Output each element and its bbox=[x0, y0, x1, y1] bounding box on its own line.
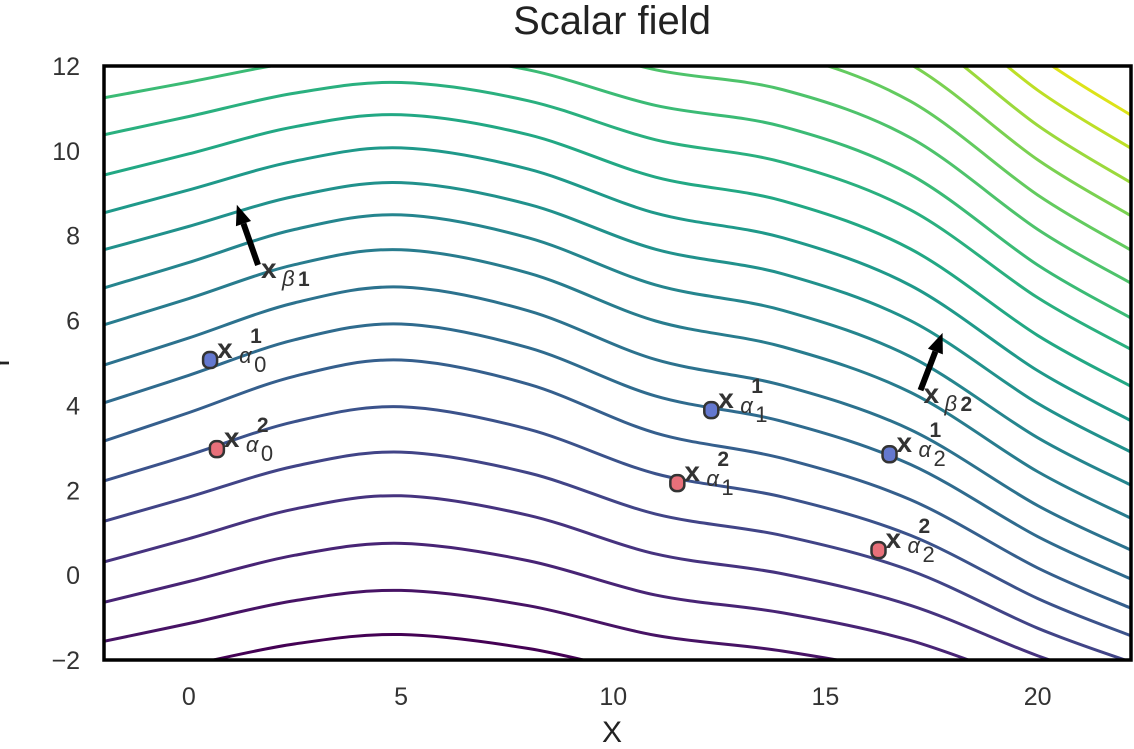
y-tick-label: 0 bbox=[66, 562, 80, 590]
point-label-sub: α bbox=[740, 393, 754, 418]
point-label-base: x bbox=[684, 456, 700, 487]
arrow-head bbox=[235, 204, 252, 227]
arrow-head bbox=[927, 332, 943, 355]
point-label-index: 0 bbox=[254, 352, 266, 377]
point-label-sup: 2 bbox=[717, 448, 729, 471]
contour-line bbox=[104, 146, 1131, 423]
point-label-sup: 1 bbox=[930, 419, 942, 442]
contour-line bbox=[104, 66, 1131, 320]
point-label-sub: α bbox=[246, 432, 260, 457]
contour-lines bbox=[104, 66, 1131, 660]
point-label-base: x bbox=[217, 333, 233, 364]
contour-line bbox=[104, 213, 1131, 487]
arrow-label-base: x bbox=[261, 253, 277, 284]
contour-line bbox=[104, 80, 1131, 351]
x-tick-label: 10 bbox=[599, 683, 627, 711]
arrow-shaft bbox=[240, 222, 261, 266]
arrow-label-base: x bbox=[924, 378, 940, 409]
contour-line bbox=[104, 248, 1131, 520]
contour-line bbox=[104, 322, 1131, 581]
point-label-sup: 1 bbox=[250, 325, 262, 348]
x-tick-label: 15 bbox=[812, 683, 840, 711]
point-label-base: x bbox=[224, 422, 240, 453]
point-label-sup: 2 bbox=[257, 414, 269, 437]
point-label-index: 0 bbox=[261, 441, 273, 466]
y-tick-label: 10 bbox=[52, 138, 80, 166]
arrow-label-index: 1 bbox=[298, 268, 310, 291]
point-label-index: 2 bbox=[922, 542, 934, 567]
point-label-index: 1 bbox=[721, 475, 733, 500]
contour-line bbox=[104, 494, 1055, 660]
plot-frame bbox=[102, 64, 1133, 662]
x-axis-label: X bbox=[602, 716, 622, 749]
point-label-sub: α bbox=[907, 533, 921, 558]
scatter-point bbox=[881, 444, 898, 464]
contour-line bbox=[104, 405, 1131, 638]
contour-line bbox=[104, 285, 1131, 552]
scatter-point bbox=[201, 350, 219, 370]
contour-line bbox=[633, 66, 1131, 285]
point-label-base: x bbox=[718, 383, 734, 414]
arrow-label-sub: β bbox=[281, 266, 295, 291]
contour-line bbox=[823, 66, 1131, 252]
contour-line bbox=[910, 66, 1131, 218]
y-tick-label: 2 bbox=[66, 477, 80, 505]
x-tick-label: 20 bbox=[1024, 683, 1052, 711]
scatter-point bbox=[703, 400, 720, 420]
contour-line bbox=[104, 588, 846, 660]
scatter-point bbox=[669, 473, 686, 493]
point-label-sup: 2 bbox=[918, 515, 930, 538]
y-tick-label: 6 bbox=[66, 308, 80, 336]
point-label-index: 1 bbox=[755, 402, 767, 427]
point-label-sub: α bbox=[239, 343, 253, 368]
y-tick-label: −2 bbox=[51, 647, 80, 675]
y-axis-label: Y bbox=[0, 353, 16, 373]
contour-line bbox=[104, 450, 1130, 660]
scatter-point bbox=[870, 540, 887, 560]
chart-title: Scalar field bbox=[513, 0, 711, 43]
y-tick-label: 12 bbox=[52, 53, 80, 81]
point-label-sub: α bbox=[919, 437, 933, 462]
contour-line bbox=[104, 113, 1131, 388]
point-label-index: 2 bbox=[934, 446, 946, 471]
point-label-base: x bbox=[885, 523, 901, 554]
arrow bbox=[235, 204, 261, 266]
y-tick-label: 8 bbox=[66, 223, 80, 251]
x-tick-label: 5 bbox=[394, 683, 408, 711]
point-label-base: x bbox=[897, 427, 913, 458]
contour-line bbox=[104, 181, 1131, 454]
arrow-label-index: 2 bbox=[961, 393, 973, 416]
arrow-label-sub: β bbox=[944, 391, 958, 416]
point-label-sub: α bbox=[706, 466, 720, 491]
scatter-point bbox=[208, 439, 226, 459]
contour-line bbox=[104, 358, 1131, 610]
y-tick-label: 4 bbox=[66, 392, 80, 420]
arrow bbox=[917, 332, 943, 392]
annotations: x α 01x α 11x α 21x α 02x α 12x α 22x β 1x β 2 bbox=[201, 204, 973, 567]
arrow-shaft bbox=[917, 350, 939, 392]
x-tick-label: 0 bbox=[182, 683, 196, 711]
contour-line bbox=[206, 632, 590, 660]
contour-line bbox=[960, 66, 1131, 184]
point-label-sup: 1 bbox=[751, 375, 763, 398]
